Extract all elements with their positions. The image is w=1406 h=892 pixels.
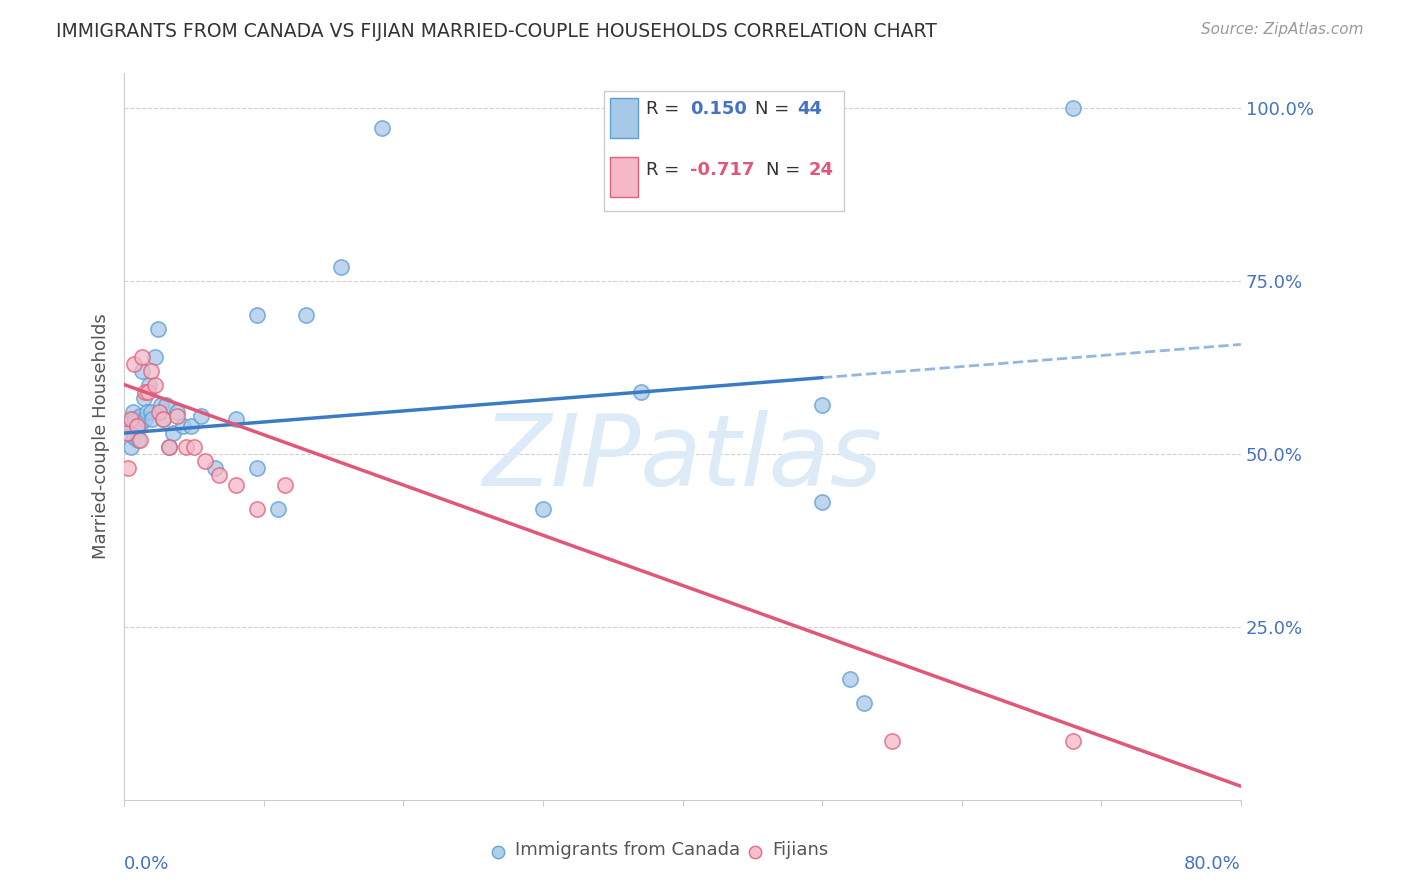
Point [194,454,217,468]
Point [128,433,150,447]
Point [121,405,143,419]
Point [122,357,145,371]
Point [1062,734,1084,748]
Point [852,696,875,710]
Point [811,398,834,412]
Point [118,416,141,430]
Point [183,440,205,454]
Point [152,412,174,426]
Point [172,419,194,434]
Text: R =: R = [645,161,685,178]
Point [115,426,138,441]
Text: R =: R = [645,100,685,119]
Point [124,412,146,426]
Text: IMMIGRANTS FROM CANADA VS FIJIAN MARRIED-COUPLE HOUSEHOLDS CORRELATION CHART: IMMIGRANTS FROM CANADA VS FIJIAN MARRIED… [56,22,938,41]
Point [131,364,153,378]
Point [208,467,231,482]
Point [139,364,162,378]
Bar [610,98,638,138]
Text: 80.0%: 80.0% [1184,855,1241,872]
Point [120,412,142,426]
Point [149,398,172,412]
Point [274,478,297,492]
Point [127,433,149,447]
Point [155,398,177,412]
Point [531,502,554,516]
Text: 24: 24 [808,161,834,178]
Point [129,416,152,430]
Point [166,405,188,419]
Point [1062,101,1084,115]
Point [246,502,269,516]
Text: ZIPatlas: ZIPatlas [482,409,883,507]
Point [174,440,197,454]
Text: Immigrants from Canada: Immigrants from Canada [515,840,740,858]
Point [204,460,226,475]
Point [134,384,156,399]
Point [122,429,145,443]
FancyBboxPatch shape [605,91,845,211]
Text: 0.0%: 0.0% [124,855,170,872]
Point [371,121,394,136]
Point [125,423,148,437]
Point [125,419,148,434]
Point [135,405,157,419]
Point [246,309,269,323]
Point [143,350,166,364]
Text: N =: N = [766,161,806,178]
Point [225,478,247,492]
Point [157,440,180,454]
Point [143,377,166,392]
Point [581,843,603,857]
Point [115,419,138,434]
Text: Source: ZipAtlas.com: Source: ZipAtlas.com [1201,22,1364,37]
Point [157,440,180,454]
Point [138,377,160,392]
Point [839,672,862,686]
Point [880,734,903,748]
Point [134,412,156,426]
Point [117,426,139,441]
Point [148,405,170,419]
Text: 0.150: 0.150 [690,100,747,119]
Y-axis label: Married-couple Households: Married-couple Households [93,314,110,559]
Text: 44: 44 [797,100,823,119]
Point [136,384,159,399]
Text: N =: N = [755,100,794,119]
Point [128,409,150,423]
Point [329,260,352,274]
Point [180,419,202,434]
Text: -0.717: -0.717 [690,161,755,178]
Point [630,384,652,399]
Point [246,460,269,475]
Point [146,322,169,336]
Text: Fijians: Fijians [772,840,828,858]
Point [131,350,153,364]
Bar [610,157,638,196]
Point [294,309,316,323]
Point [132,392,155,406]
Point [225,412,247,426]
Point [267,502,290,516]
Point [162,426,184,441]
Point [152,412,174,426]
Point [190,409,212,423]
Point [141,412,163,426]
Point [117,460,139,475]
Point [901,843,924,857]
Point [811,495,834,509]
Point [120,440,142,454]
Point [166,409,188,423]
Point [139,405,162,419]
